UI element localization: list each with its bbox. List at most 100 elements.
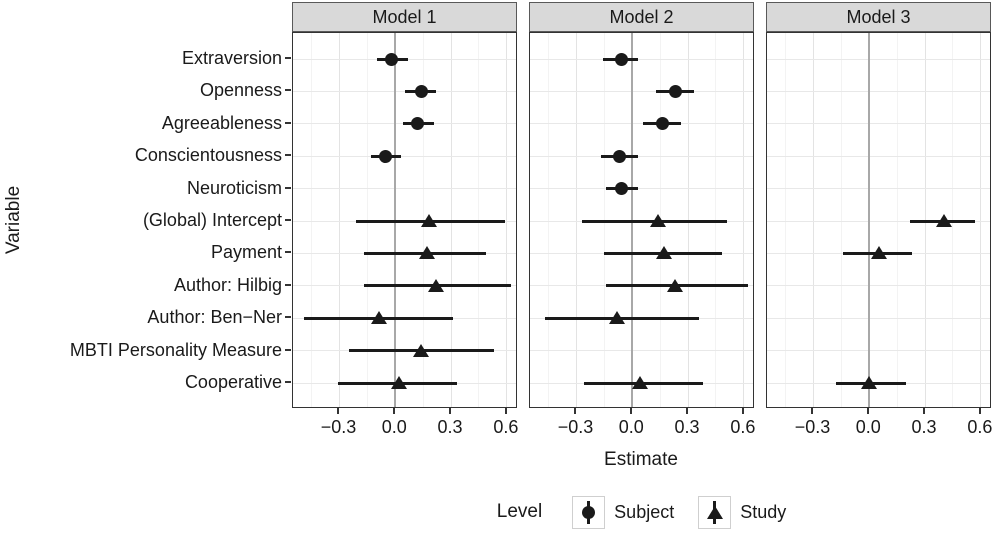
- major-gridline: [980, 33, 982, 407]
- y-axis-label: Cooperative: [184, 372, 282, 392]
- estimate-point-circle: [612, 149, 626, 163]
- y-axis-tick: [285, 89, 291, 92]
- row-gridline: [530, 350, 753, 352]
- facet-model-2: Model 2 −0.3 0.0 0.3 0.6: [529, 2, 755, 442]
- x-axis-tick: [923, 408, 926, 414]
- legend-title: Level: [496, 501, 543, 522]
- x-axis: −0.3 0.0 0.3 0.6: [766, 408, 992, 442]
- facet-model-3: Model 3 −0.3 0.0 0.3 0.6: [766, 2, 992, 442]
- estimate-point-triangle: [861, 376, 878, 389]
- y-axis-tick: [285, 381, 291, 383]
- y-axis-label: Extraversion: [181, 48, 282, 68]
- y-axis-label: Payment: [210, 242, 282, 263]
- major-gridline: [743, 33, 745, 407]
- y-axis-tick: [285, 283, 291, 286]
- x-axis-tick: [978, 408, 981, 414]
- y-axis-label: (Global) Intercept: [142, 210, 282, 230]
- major-gridline: [812, 33, 814, 407]
- estimate-point-circle: [614, 52, 628, 66]
- subject-circle-icon: [572, 495, 606, 529]
- minor-gridline: [896, 33, 898, 407]
- x-axis-tick: [811, 408, 814, 414]
- facet-strip-label: Model 1: [372, 6, 437, 27]
- row-gridline: [530, 58, 753, 60]
- x-axis: −0.3 0.0 0.3 0.6: [529, 408, 755, 442]
- y-axis-tick: [285, 121, 291, 124]
- estimate-point-triangle: [413, 343, 430, 357]
- x-axis: −0.3 0.0 0.3 0.6: [292, 408, 518, 442]
- row-gridline: [293, 90, 516, 92]
- estimate-point-triangle: [655, 246, 672, 260]
- x-axis-tick: [686, 408, 689, 414]
- legend-label-study: Study: [740, 501, 787, 522]
- facet-panel: [292, 32, 517, 408]
- estimate-point-circle: [411, 117, 425, 131]
- row-gridline: [767, 58, 990, 60]
- legend-entry-study: Study: [698, 495, 787, 529]
- x-axis-tick: [449, 408, 452, 414]
- major-gridline: [506, 33, 508, 407]
- row-gridline: [293, 188, 516, 190]
- minor-gridline: [548, 33, 550, 407]
- estimate-point-circle: [379, 149, 393, 163]
- y-axis-label: Conscientousness: [134, 145, 282, 166]
- x-axis-tick: [337, 408, 340, 414]
- x-axis-tick: [504, 408, 507, 414]
- x-axis-tick: [393, 408, 396, 414]
- row-gridline: [530, 123, 753, 125]
- y-axis-tick: [285, 186, 291, 189]
- estimate-point-triangle: [420, 214, 437, 227]
- zero-reference-line: [868, 33, 871, 407]
- major-gridline: [338, 33, 340, 407]
- estimate-point-triangle: [870, 246, 887, 260]
- facet-model-1: Model 1 −0.3 0.0 0.3 0.6: [292, 2, 518, 442]
- x-axis-title: Estimate: [604, 449, 678, 470]
- row-gridline: [767, 317, 990, 319]
- estimate-point-triangle: [370, 311, 387, 325]
- facet-strip-label: Model 3: [846, 6, 911, 27]
- facet-panel: [529, 32, 754, 408]
- row-gridline: [530, 155, 753, 157]
- row-gridline: [530, 90, 753, 92]
- legend-label-subject: Subject: [614, 501, 675, 522]
- x-axis-tick: [574, 408, 577, 414]
- estimate-point-triangle: [418, 246, 435, 260]
- y-axis-tick: [285, 348, 291, 351]
- estimate-point-circle: [614, 182, 628, 196]
- estimate-point-triangle: [650, 214, 667, 227]
- x-axis-tick-label: −0.3: [320, 417, 357, 437]
- y-axis-tick: [285, 251, 291, 254]
- row-gridline: [767, 285, 990, 287]
- row-gridline: [530, 188, 753, 190]
- y-axis-label: MBTI Personality Measure: [69, 339, 282, 360]
- minor-gridline: [311, 33, 313, 407]
- y-axis-label: Author: Ben−Ner: [147, 307, 282, 328]
- x-axis-tick-label: 0.6: [967, 417, 993, 437]
- minor-gridline: [785, 33, 787, 407]
- y-axis-tick: [285, 154, 291, 157]
- legend-entry-subject: Subject: [572, 495, 675, 529]
- study-triangle-icon: [698, 495, 732, 529]
- y-axis-label: Author: Hilbig: [173, 274, 282, 295]
- estimate-point-circle: [655, 117, 669, 131]
- x-axis-tick: [630, 408, 633, 414]
- estimate-point-triangle: [631, 376, 648, 389]
- estimate-point-triangle: [428, 278, 445, 292]
- estimate-point-triangle: [609, 311, 626, 325]
- row-gridline: [767, 90, 990, 92]
- x-axis-tick-label: 0.6: [730, 417, 756, 437]
- row-gridline: [293, 155, 516, 157]
- estimate-point-circle: [668, 84, 682, 98]
- row-gridline: [767, 350, 990, 352]
- estimate-point-circle: [414, 84, 428, 98]
- y-axis-tick: [285, 57, 291, 59]
- minor-gridline: [840, 33, 842, 407]
- row-gridline: [767, 220, 990, 222]
- y-axis-labels: Extraversion Openness Agreeableness Conscie…: [0, 0, 292, 460]
- facet-strip-label: Model 2: [609, 6, 674, 27]
- y-axis-tick: [285, 219, 291, 221]
- facet-panel: [766, 32, 991, 408]
- y-axis-label: Neuroticism: [186, 177, 282, 198]
- x-axis-tick-label: 0.3: [674, 417, 700, 437]
